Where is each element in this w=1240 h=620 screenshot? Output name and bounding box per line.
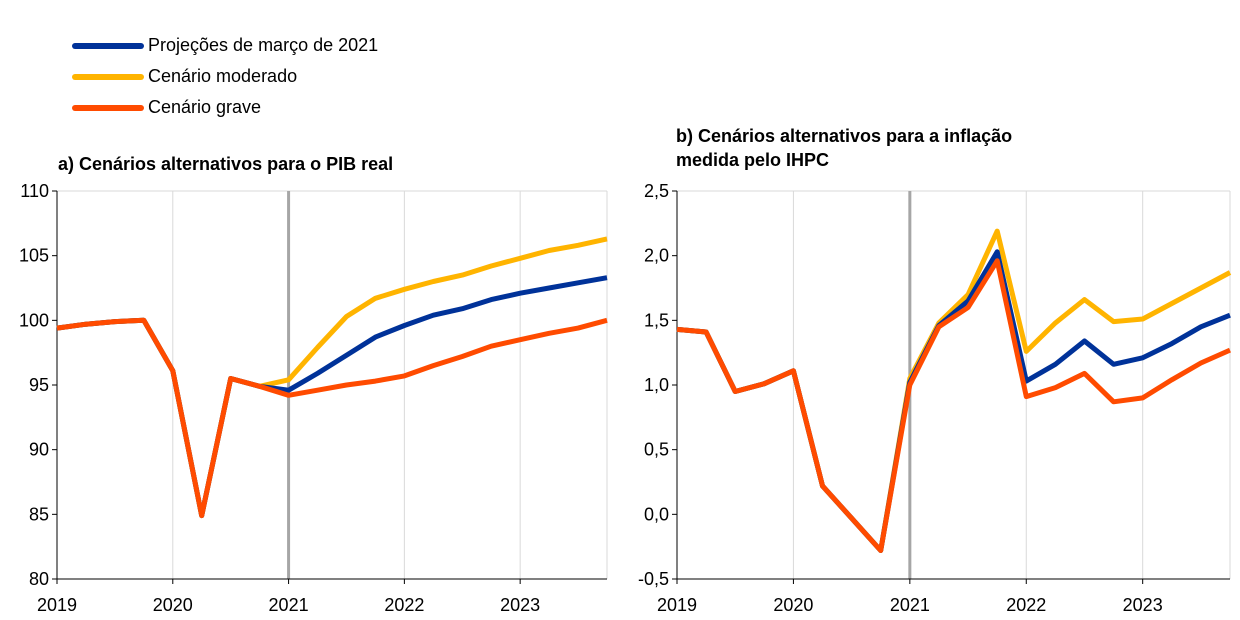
y-tick-label: 110 — [20, 181, 49, 201]
chart-gdp: 80 85 90 95 100 105 110 2019 2020 2021 2022 2023 — [19, 181, 608, 615]
y-tick-label: 2,5 — [644, 181, 669, 201]
series-line-projecoes-de-marco-de-2021 — [56, 275, 608, 519]
x-tick-label: 2019 — [37, 595, 77, 615]
y-tick-label: 90 — [29, 440, 49, 460]
chart-title-hicp: b) Cenários alternativos para a inflação… — [676, 124, 1012, 172]
legend-item-moderate: Cenário moderado — [72, 61, 378, 92]
legend-swatch-yellow — [72, 73, 144, 80]
y-tick-label: 80 — [29, 569, 49, 589]
y-tick-label: 105 — [19, 246, 49, 266]
x-tick-label: 2023 — [1123, 595, 1163, 615]
y-tick-label: 0,0 — [644, 504, 669, 524]
x-tick-label: 2023 — [500, 595, 540, 615]
series-line-cenario-grave — [56, 317, 608, 519]
series-line-cenario-moderado — [676, 228, 1232, 553]
legend-swatch-blue — [72, 42, 144, 49]
series-line-projecoes-de-marco-de-2021 — [676, 249, 1231, 553]
y-tick-label: 95 — [29, 375, 49, 395]
chart-title-hicp-line-2: medida pelo IHPC — [676, 150, 830, 170]
x-tick-label: 2020 — [773, 595, 813, 615]
y-tick-label: 0,5 — [644, 440, 669, 460]
x-tick-label: 2020 — [153, 595, 193, 615]
chart-title-gdp-text: a) Cenários alternativos para o PIB real — [58, 154, 394, 174]
x-tick-label: 2022 — [1006, 595, 1046, 615]
chart-hicp: -0,5 0,0 0,5 1,0 1,5 2,0 2,5 2019 2020 2021 2022 20… — [638, 181, 1232, 615]
y-tick-label: 100 — [19, 310, 49, 330]
y-tick-label: 2,0 — [644, 246, 669, 266]
y-tick-label: -0,5 — [638, 569, 669, 589]
chart-title-hicp-line-1: b) Cenários alternativos para a inflação — [676, 126, 1013, 146]
chart-title-gdp: a) Cenários alternativos para o PIB real — [58, 152, 393, 176]
x-tick-label: 2021 — [269, 595, 309, 615]
x-tick-label: 2019 — [657, 595, 697, 615]
legend-label-moderate: Cenário moderado — [148, 66, 298, 86]
legend-swatch-orange — [72, 104, 144, 111]
y-tick-label: 1,5 — [644, 310, 669, 330]
x-tick-label: 2022 — [384, 595, 424, 615]
x-tick-label: 2021 — [890, 595, 930, 615]
series-line-cenario-moderado — [56, 236, 608, 519]
legend-label-projections: Projeções de março de 2021 — [148, 35, 379, 55]
y-tick-label: 1,0 — [644, 375, 669, 395]
legend-item-severe: Cenário grave — [72, 92, 378, 123]
y-tick-label: 85 — [29, 504, 49, 524]
chart-legend: Projeções de março de 2021 Cenário moder… — [72, 30, 378, 123]
series-line-cenario-grave — [676, 258, 1232, 553]
legend-item-projections: Projeções de março de 2021 — [72, 30, 378, 61]
legend-label-severe: Cenário grave — [148, 97, 262, 117]
